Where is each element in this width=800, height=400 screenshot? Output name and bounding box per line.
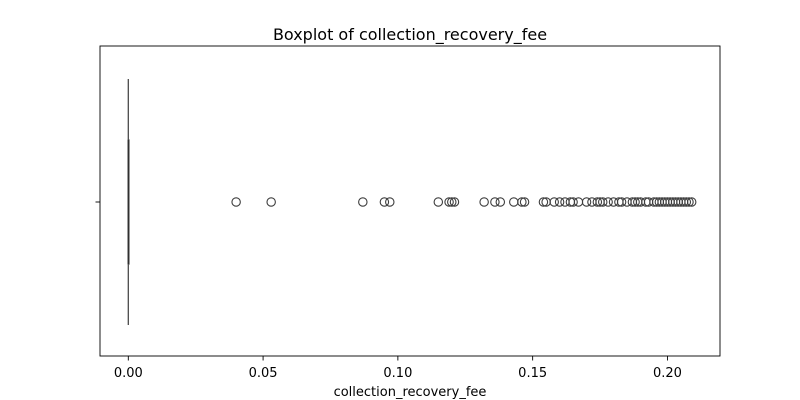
- outlier-point: [554, 197, 565, 207]
- box-series: [127, 79, 130, 325]
- outlier-point: [549, 197, 559, 207]
- outlier-point: [592, 197, 603, 207]
- outlier-point: [573, 197, 584, 207]
- x-tick-label: 0.10: [383, 366, 412, 381]
- outlier-point: [447, 197, 457, 207]
- outlier-point: [379, 197, 390, 207]
- outlier-point: [568, 197, 578, 207]
- x-tick-label: 0.00: [114, 366, 143, 381]
- outlier-point: [358, 197, 368, 207]
- outlier-point: [266, 197, 276, 207]
- outlier-point: [385, 197, 395, 207]
- x-tick-label: 0.20: [653, 366, 682, 381]
- outlier-point: [479, 197, 489, 207]
- outlier-point: [538, 197, 549, 207]
- outlier-point: [495, 197, 506, 207]
- outlier-point: [231, 197, 241, 207]
- x-axis-label: collection_recovery_fee: [334, 385, 487, 400]
- x-axis-ticks: 0.00 0.05 0.10 0.15 0.20: [114, 356, 682, 381]
- outlier-point: [449, 197, 460, 207]
- outlier-point: [444, 197, 454, 207]
- x-tick-label: 0.05: [249, 366, 278, 381]
- outlier-points: [231, 197, 697, 207]
- plot-area-frame: [99, 45, 721, 357]
- outlier-point: [581, 197, 592, 207]
- outlier-point: [517, 197, 527, 207]
- outlier-point: [684, 197, 694, 207]
- outlier-point: [490, 197, 500, 207]
- outlier-point: [433, 197, 444, 207]
- outlier-point: [597, 197, 608, 207]
- x-tick-label: 0.15: [518, 366, 547, 381]
- outlier-point: [686, 197, 697, 207]
- outlier-point: [681, 197, 692, 207]
- outlier-point: [630, 197, 640, 207]
- outlier-point: [616, 197, 627, 207]
- chart-title: Boxplot of collection_recovery_fee: [273, 25, 547, 45]
- outlier-point: [603, 197, 613, 207]
- outlier-point: [509, 197, 519, 207]
- outlier-point: [519, 197, 530, 207]
